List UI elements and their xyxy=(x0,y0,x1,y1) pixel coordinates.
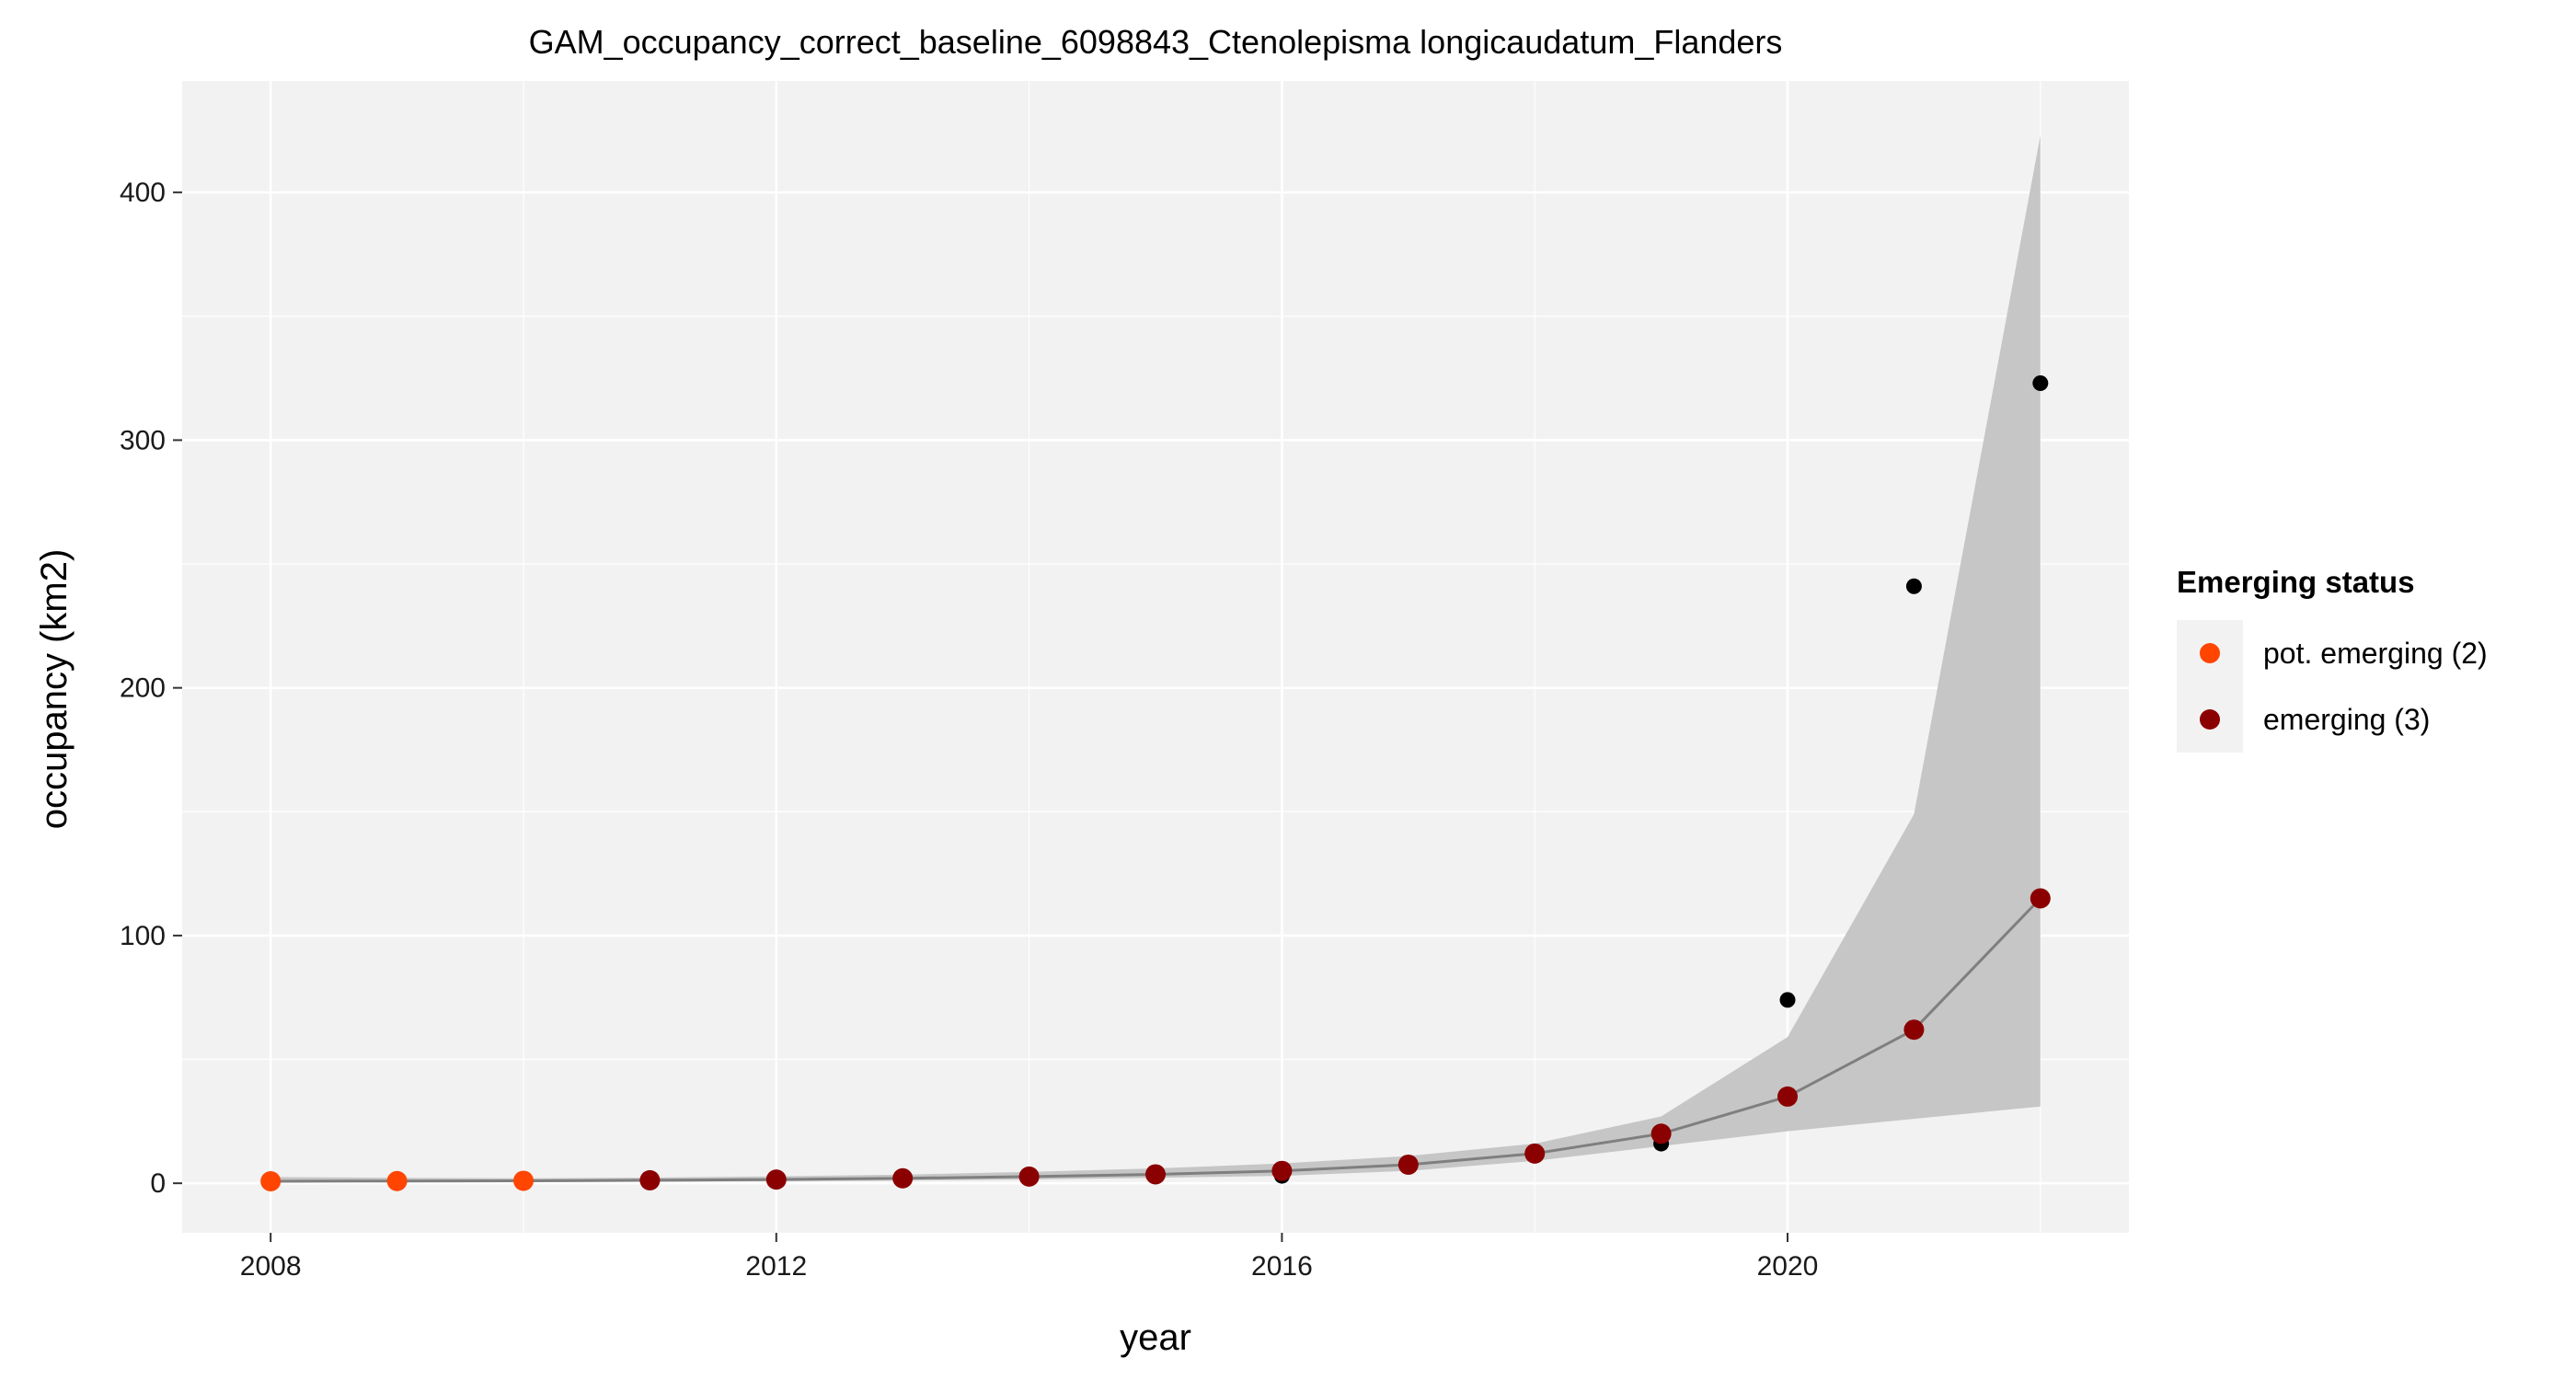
fitted-point xyxy=(639,1169,661,1190)
x-tick-labels: 2008 2012 2016 2020 xyxy=(240,1251,1819,1282)
axis-ticks xyxy=(173,191,1789,1242)
major-gridlines xyxy=(182,81,2129,1233)
confidence-ribbon xyxy=(270,135,2041,1183)
fitted-point xyxy=(260,1170,282,1191)
observed-point xyxy=(2032,374,2049,391)
y-tick-label: 100 xyxy=(120,921,166,951)
chart-title: GAM_occupancy_correct_baseline_6098843_C… xyxy=(529,23,1783,61)
fitted-points xyxy=(260,888,2051,1191)
fitted-point xyxy=(512,1170,534,1191)
x-tick-label: 2012 xyxy=(745,1251,807,1282)
y-tick-label: 400 xyxy=(120,178,166,208)
fitted-point xyxy=(1397,1154,1419,1175)
fitted-point xyxy=(1271,1160,1293,1181)
y-axis-title: occupancy (km2) xyxy=(34,549,75,830)
fitted-point xyxy=(1777,1086,1799,1107)
minor-gridlines xyxy=(182,81,2129,1233)
legend-title: Emerging status xyxy=(2177,565,2415,599)
legend-key-background xyxy=(2177,620,2243,753)
y-tick-labels: 0 100 200 300 400 xyxy=(120,178,166,1199)
fitted-point xyxy=(2030,888,2051,909)
x-tick-label: 2020 xyxy=(1757,1251,1819,1282)
fitted-point xyxy=(1145,1164,1166,1185)
legend-key-emerging xyxy=(2200,709,2220,730)
legend-label-pot-emerging: pot. emerging (2) xyxy=(2263,637,2488,670)
x-axis-title: year xyxy=(1120,1317,1191,1358)
legend-key-pot-emerging xyxy=(2200,643,2220,663)
observed-point xyxy=(1905,578,1922,594)
fitted-point xyxy=(1018,1166,1040,1187)
x-tick-label: 2008 xyxy=(240,1251,302,1282)
y-tick-label: 0 xyxy=(150,1168,166,1199)
observed-point xyxy=(1779,992,1796,1008)
fitted-point xyxy=(892,1167,914,1189)
legend: Emerging status pot. emerging (2) emergi… xyxy=(2177,565,2488,753)
fitted-point xyxy=(1903,1019,1925,1041)
fitted-point xyxy=(1650,1123,1672,1144)
legend-label-emerging: emerging (3) xyxy=(2263,703,2430,736)
x-tick-label: 2016 xyxy=(1251,1251,1313,1282)
fitted-point xyxy=(1524,1143,1546,1164)
y-tick-label: 200 xyxy=(120,673,166,704)
fitted-point xyxy=(386,1170,408,1191)
fitted-point xyxy=(765,1169,787,1190)
y-tick-label: 300 xyxy=(120,425,166,455)
